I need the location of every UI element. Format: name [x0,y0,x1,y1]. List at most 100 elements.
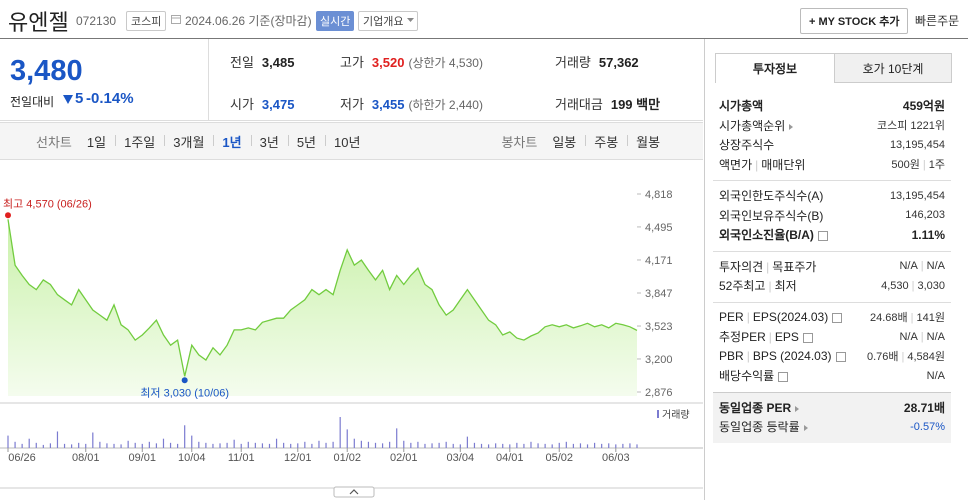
period-tab[interactable]: 1년 [213,132,250,151]
collapse-button[interactable] [333,486,375,498]
volume-bar [551,444,553,448]
max-marker [5,212,11,219]
quick-order[interactable]: 빠른주문 [915,14,960,28]
info-row: 배당수익률 N/A [719,366,945,386]
volume-bar [233,439,235,448]
help-icon[interactable] [835,352,846,363]
value-part: 500원 [891,159,920,172]
value-part: 3,030 [917,279,945,292]
help-icon[interactable] [817,231,828,242]
separator: | [768,279,772,294]
volume-bar [502,443,504,448]
orderbook-tab[interactable]: 호가 10단계 [834,53,952,83]
label-part: PER [719,310,744,325]
quote-label: 저가 [340,97,364,112]
volume-bar [593,442,596,448]
volume-bar [417,441,419,448]
current-price: 3,480 [10,55,83,87]
candle-tab[interactable]: 주봉 [585,132,627,151]
info-label: 배당수익률 [719,367,789,384]
volume-bar [396,428,398,448]
info-value: 459억원 [903,97,945,114]
volume-bar [523,443,525,448]
max-label: 최고 4,570 (06/26) [3,197,92,210]
volume-bar [516,442,518,448]
info-value: 1.11% [912,228,945,242]
volume-bar [325,442,327,448]
period-tab[interactable]: 1주일 [115,132,164,151]
period-tab[interactable]: 3개월 [164,132,213,151]
label-part: 매매단위 [761,157,806,172]
candle-tab[interactable]: 월봉 [627,132,669,151]
volume-bar [134,442,136,448]
volume-bar [332,441,334,448]
x-tick-label: 08/01 [72,452,100,464]
help-icon[interactable] [832,313,843,324]
info-value: 500원 | 1주 [891,156,945,172]
separator: | [920,260,924,273]
volume-bar [120,444,122,448]
x-tick-label: 10/04 [178,452,206,464]
label-part: 최저 [774,279,797,294]
label-part: 외국인소진율(B/A) [719,228,814,243]
info-value: -0.57% [910,421,945,433]
value-part: 코스피 1221위 [876,120,945,133]
label-part: BPS (2024.03) [752,349,832,364]
period-tab[interactable]: 10년 [325,132,369,151]
volume-bar [374,442,377,448]
info-value: 4,530 | 3,030 [881,280,945,292]
label-part: 배당수익률 [719,369,775,384]
quote-label: 거래대금 [555,97,603,112]
info-label: PER | EPS(2024.03) [719,310,843,325]
volume-bar [127,440,129,448]
volume-bar [601,443,603,448]
label-part: 액면가 [719,157,753,172]
help-icon[interactable] [802,333,813,344]
volume-bar [290,443,292,448]
value-part: 28.71배 [903,400,945,415]
period-tab[interactable]: 5년 [287,132,325,151]
overview-button[interactable]: 기업개요 [358,11,419,31]
info-section: 동일업종 PER 28.71배 동일업종 등락률 -0.57% [713,391,951,443]
volume-bar [240,443,242,448]
invest-tab[interactable]: 투자정보 [715,53,835,83]
volume-bar [63,443,66,448]
quote-item: 고가 3,520 (상한가 4,530) [340,52,483,72]
quote-value: 3,475 [261,97,295,112]
candle-tab[interactable]: 일봉 [552,134,577,150]
value-part: 1.11% [911,227,945,242]
info-value: 13,195,454 [890,190,945,202]
info-row: 액면가 | 매매단위 500원 | 1주 [719,155,945,175]
volume-bar [346,429,348,448]
market-badge: 코스피 [126,11,167,31]
mystock-button[interactable]: + MY STOCK 추가 [800,8,909,34]
period-tab[interactable]: 3년 [250,132,288,151]
volume-bar [304,441,306,448]
help-icon[interactable] [778,372,789,383]
x-tick-label: 05/02 [545,452,573,464]
info-label: 액면가 | 매매단위 [719,156,805,173]
quote-note: (상한가 4,530) [408,56,483,70]
value-part: 13,195,454 [889,189,945,202]
realtime-badge[interactable]: 실시간 [316,11,355,31]
volume-bar [275,438,278,448]
info-row: 52주최고 | 최저 4,530 | 3,030 [719,276,945,296]
label-part: 외국인보유주식수(B) [719,208,824,223]
label-part: EPS(2024.03) [752,310,829,325]
period-tab[interactable]: 1일 [86,134,107,150]
volume-bar [509,444,511,448]
volume-bar [184,425,186,448]
volume-bar [49,443,52,448]
quote-value: 3,520 [371,55,405,70]
value-part: 1주 [928,159,945,172]
volume-bar [141,443,143,448]
volume-bar [169,442,172,448]
volume-bar [56,431,59,448]
side-panel: 투자정보 호가 10단계 시가총액 459억원 시가총액순위 코스피 1221위 상장주… [704,39,968,500]
info-label: 시가총액순위 [719,117,794,134]
info-label: 시가총액 [719,97,763,114]
volume-bar [473,442,476,448]
info-section: PER | EPS(2024.03) 24.68배 | 141원 추정PER | EPS N/A |… [713,301,951,392]
info-value: 0.76배 | 4,584원 [867,348,945,364]
volume-bar [530,441,532,448]
